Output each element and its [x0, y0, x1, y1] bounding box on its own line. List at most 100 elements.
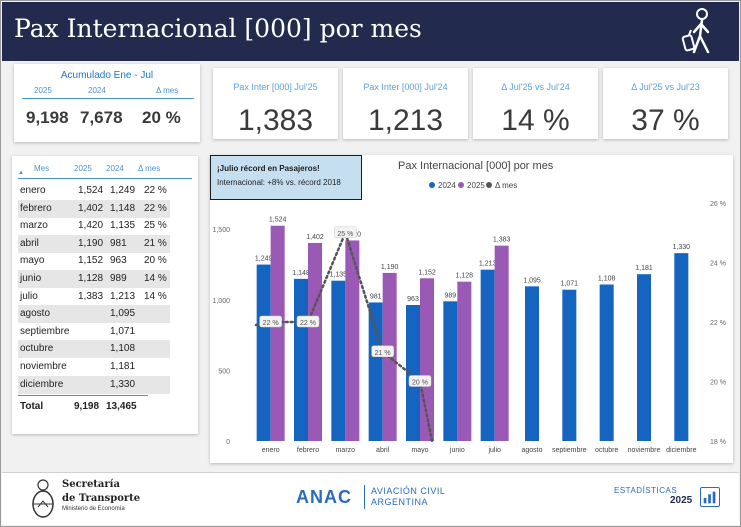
table-row[interactable]: agosto 1,095	[18, 305, 170, 324]
bar-2025[interactable]	[345, 240, 360, 441]
table-header-2024[interactable]: 2024	[106, 164, 124, 173]
bar-2025[interactable]	[457, 281, 472, 441]
table-row[interactable]: septiembre 1,071	[18, 323, 170, 341]
row-2025: 1,402	[78, 202, 104, 214]
table-header-month[interactable]: Mes	[34, 164, 50, 173]
bar-2024[interactable]	[256, 264, 271, 441]
legend-2024[interactable]: 2024	[429, 181, 456, 190]
legend-2025[interactable]: 2025	[458, 181, 485, 190]
x-tick-label: agosto	[521, 447, 542, 454]
row-2025: 1,152	[78, 255, 104, 267]
row-2025: 1,190	[78, 237, 104, 249]
table-row[interactable]: abril 1,190 981 21 %	[18, 234, 170, 253]
kpi-label: Pax Inter [000] Jul'24	[363, 82, 448, 92]
bar-2024[interactable]	[599, 284, 614, 441]
table-row[interactable]: febrero 1,402 1,148 22 %	[18, 199, 170, 218]
stats-chart-icon	[700, 487, 720, 507]
ministry-name-line1: Secretaría	[62, 479, 120, 490]
table-row[interactable]: junio 1,128 989 14 %	[18, 270, 170, 288]
data-label-2024: 1,071	[561, 281, 579, 288]
y2-tick-label: 26 %	[710, 201, 726, 208]
accumulated-card: Acumulado Ene - Jul 2025 2024 Δ mes 9,19…	[14, 64, 200, 142]
record-banner: ¡Julio récord en Pasajeros! Internaciona…	[210, 155, 362, 200]
table-row[interactable]: enero 1,524 1,249 22 %	[18, 182, 170, 200]
kpi-label: Pax Inter [000] Jul'25	[233, 82, 318, 92]
table-row[interactable]: mayo 1,152 963 20 %	[18, 252, 170, 270]
row-2024: 1,213	[110, 290, 136, 302]
row-2024: 1,135	[110, 220, 136, 232]
accumulated-header-2024: 2024	[88, 86, 106, 95]
kpi-card-delta-jul24: Δ Jul'25 vs Jul'24 14 %	[473, 68, 598, 139]
data-label-2024: 981	[370, 293, 382, 300]
table-total-row: Total 9,198 13,465	[18, 398, 170, 416]
data-label-2025: 1,383	[493, 237, 511, 244]
kpi-label: Δ Jul'25 vs Jul'23	[631, 82, 700, 92]
bar-2024[interactable]	[674, 253, 689, 441]
bar-2024[interactable]	[443, 301, 458, 441]
accumulated-header-2025: 2025	[34, 86, 52, 95]
delta-label-box	[259, 315, 282, 328]
legend-swatch	[458, 182, 464, 188]
bar-2024[interactable]	[637, 274, 651, 441]
row-delta: 21 %	[144, 237, 167, 249]
data-label-2024: 1,330	[673, 244, 691, 251]
delta-label-box	[371, 345, 394, 357]
bar-2024[interactable]	[294, 278, 308, 441]
row-2024: 1,330	[110, 378, 136, 390]
bar-2025[interactable]	[494, 245, 509, 441]
table-header-delta[interactable]: Δ mes	[138, 164, 161, 173]
table-row[interactable]: noviembre 1,181	[18, 358, 170, 376]
anac-subtitle-2: ARGENTINA	[371, 497, 429, 507]
row-2024: 963	[110, 255, 127, 267]
anac-logo: ANAC	[296, 487, 352, 507]
delta-label-box	[334, 226, 357, 238]
table-row[interactable]: julio 1,383 1,213 14 %	[18, 288, 170, 306]
bar-chart[interactable]: 0 500 1,000 1,500 18 % 20 % 22 % 24 % 26 % 1,249 1…	[210, 155, 733, 463]
bar-2025[interactable]	[308, 242, 322, 441]
logo-divider	[364, 485, 365, 509]
delta-label-box	[408, 375, 432, 387]
row-2024: 1,071	[110, 325, 136, 337]
data-label-2025: 1,190	[381, 264, 399, 271]
legend-swatch	[429, 182, 435, 188]
ministry-name-line2: de Transporte	[62, 493, 141, 504]
x-tick-label: diciembre	[666, 447, 696, 454]
bar-2025[interactable]	[270, 225, 285, 441]
row-delta: 25 %	[144, 220, 167, 232]
x-tick-label: junio	[449, 447, 465, 454]
row-2024: 989	[110, 273, 127, 284]
coat-of-arms-icon	[32, 479, 54, 518]
bar-2024[interactable]	[562, 289, 577, 441]
banner-headline: ¡Julio récord en Pasajeros!	[217, 164, 320, 173]
bar-2024[interactable]	[331, 280, 346, 441]
chart-card: Pax Internacional [000] por mes 2024 202…	[210, 155, 733, 463]
row-month: agosto	[20, 308, 51, 320]
row-2025: 1,420	[78, 220, 104, 232]
table-row[interactable]: octubre 1,108	[18, 340, 170, 359]
x-tick-label: abril	[376, 447, 390, 454]
data-label-2024: 1,095	[523, 277, 541, 284]
data-label-2025: 1,402	[306, 234, 324, 241]
sort-ascending-icon[interactable]: ▲	[18, 170, 24, 176]
bar-2024[interactable]	[480, 269, 495, 441]
bar-2024[interactable]	[368, 302, 383, 441]
row-delta: 22 %	[144, 202, 167, 214]
data-label-2025: 1,524	[269, 217, 287, 224]
total-label: Total	[20, 401, 44, 412]
x-tick-label: octubre	[595, 447, 618, 454]
table-row[interactable]: diciembre 1,330	[18, 375, 170, 394]
accumulated-header-delta: Δ mes	[156, 86, 179, 95]
stats-year: 2025	[670, 495, 693, 506]
bar-2024[interactable]	[406, 304, 420, 441]
bar-2024[interactable]	[525, 286, 539, 441]
data-label-2024: 1,148	[292, 270, 310, 277]
delta-label: 22 %	[263, 320, 279, 327]
row-month: abril	[20, 237, 39, 249]
table-header-2025[interactable]: 2025	[74, 164, 92, 173]
row-2024: 1,108	[110, 343, 136, 355]
row-month: enero	[20, 185, 46, 196]
row-month: julio	[20, 290, 38, 302]
kpi-card-delta-jul23: Δ Jul'25 vs Jul'23 37 %	[603, 68, 728, 139]
table-row[interactable]: marzo 1,420 1,135 25 %	[18, 217, 170, 235]
legend-delta[interactable]: Δ mes	[486, 181, 517, 190]
